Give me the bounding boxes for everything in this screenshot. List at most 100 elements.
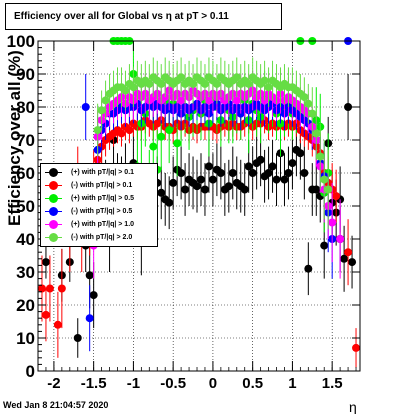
- y-tick-label: 0: [26, 362, 35, 381]
- data-point: [41, 258, 50, 267]
- x-tick-label: 1.5: [322, 375, 343, 392]
- data-point: [280, 175, 289, 184]
- legend-entry: (+) with pT/|q| > 0.1: [45, 166, 157, 179]
- data-point: [145, 79, 154, 88]
- legend-entry: (-) with pT/|q| > 2.0: [45, 231, 157, 244]
- data-point: [272, 175, 281, 184]
- data-point: [216, 169, 225, 177]
- data-point: [244, 162, 253, 171]
- data-point: [157, 79, 166, 88]
- data-point: [296, 149, 305, 158]
- data-point: [324, 185, 333, 194]
- data-point: [224, 182, 233, 191]
- x-tick-label: -1.5: [81, 375, 107, 392]
- legend-marker: [49, 168, 58, 177]
- data-point: [189, 79, 198, 88]
- legend-marker: [49, 207, 58, 216]
- data-point: [308, 109, 317, 118]
- data-point: [232, 73, 241, 82]
- data-point: [344, 248, 353, 257]
- data-point: [196, 175, 205, 184]
- y-tick-label: 50: [16, 197, 35, 216]
- y-tick-label: 30: [16, 263, 35, 282]
- legend-entry: (+) with pT/|q| > 1.0: [45, 218, 157, 231]
- data-point: [248, 169, 257, 177]
- data-point: [304, 264, 313, 273]
- y-tick-label: 20: [16, 296, 35, 315]
- legend-entry: (-) with pT/|q| > 0.1: [45, 179, 157, 192]
- data-point: [53, 320, 62, 329]
- data-point: [288, 159, 297, 168]
- y-tick-label: 40: [16, 230, 35, 249]
- data-point: [332, 192, 341, 201]
- legend-label: (-) with pT/|q| > 0.5: [71, 208, 133, 215]
- data-point: [177, 96, 186, 105]
- data-point: [300, 169, 309, 177]
- data-point: [344, 103, 353, 111]
- data-point: [125, 126, 134, 135]
- data-point: [193, 182, 202, 191]
- data-point: [300, 93, 309, 102]
- data-point: [165, 126, 174, 135]
- y-tick-label: 100: [7, 32, 35, 51]
- data-point: [97, 106, 106, 115]
- data-point: [165, 198, 174, 207]
- data-point: [264, 169, 273, 177]
- data-point: [352, 343, 361, 352]
- legend-label: (-) with pT/|q| > 0.1: [71, 182, 133, 189]
- x-tick-label: -0.5: [160, 375, 186, 392]
- data-point: [244, 79, 253, 88]
- data-point: [81, 103, 90, 111]
- legend-label: (+) with pT/|q| > 0.5: [71, 195, 135, 202]
- data-point: [284, 169, 293, 177]
- data-point: [208, 175, 217, 184]
- data-point: [200, 185, 209, 194]
- data-point: [57, 284, 66, 293]
- data-point: [268, 162, 277, 171]
- data-point: [328, 218, 337, 227]
- data-point: [177, 169, 186, 177]
- legend-entry: (+) with pT/|q| > 0.5: [45, 192, 157, 205]
- data-point: [340, 254, 349, 263]
- y-tick-label: 60: [16, 164, 35, 183]
- y-tick-label: 70: [16, 131, 35, 150]
- legend-marker: [49, 194, 58, 203]
- data-point: [37, 284, 46, 293]
- series-0: [41, 74, 357, 358]
- timestamp-footer: Wed Jan 8 21:04:57 2020: [3, 400, 109, 410]
- data-point: [348, 258, 357, 267]
- data-point: [149, 142, 158, 151]
- y-tick-label: 10: [16, 329, 35, 348]
- legend-marker: [49, 181, 58, 190]
- data-point: [256, 155, 265, 164]
- data-point: [316, 152, 325, 161]
- series-5: [93, 57, 333, 230]
- legend-label: (+) with pT/|q| > 0.1: [71, 169, 135, 176]
- chart-title: Efficiency over all for Global vs η at p…: [14, 11, 229, 22]
- data-point: [177, 73, 186, 82]
- chart-title-box: Efficiency over all for Global vs η at p…: [5, 3, 282, 30]
- x-tick-label: -1: [127, 375, 140, 392]
- data-point: [169, 178, 178, 187]
- legend-label: (-) with pT/|q| > 2.0: [71, 234, 133, 241]
- data-point: [228, 169, 237, 177]
- data-point: [41, 310, 50, 319]
- data-point: [73, 334, 82, 342]
- data-point: [336, 235, 345, 243]
- legend-marker: [49, 233, 58, 242]
- data-point: [89, 291, 98, 300]
- data-point: [157, 188, 166, 197]
- data-point: [320, 241, 329, 250]
- x-tick-label: 1: [288, 375, 296, 392]
- data-point: [45, 284, 54, 293]
- legend-marker: [49, 220, 58, 229]
- data-point: [204, 162, 213, 171]
- data-point: [101, 96, 110, 105]
- y-tick-label: 90: [16, 65, 35, 84]
- data-point: [260, 76, 269, 85]
- data-point: [117, 129, 126, 138]
- data-point: [93, 126, 102, 135]
- legend: (+) with pT/|q| > 0.1 (-) with pT/|q| > …: [40, 163, 158, 247]
- data-point: [85, 314, 94, 323]
- data-point: [204, 96, 213, 105]
